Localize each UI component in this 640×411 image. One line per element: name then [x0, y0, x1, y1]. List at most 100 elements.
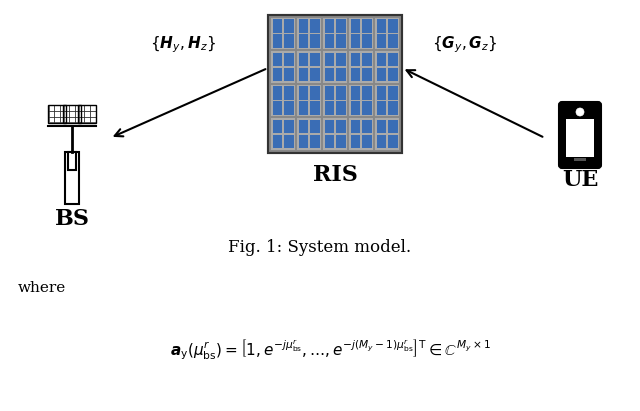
Bar — [351, 102, 360, 115]
Bar — [298, 35, 308, 48]
Bar — [268, 15, 402, 153]
Bar — [375, 85, 399, 116]
Bar — [298, 86, 308, 100]
Bar — [324, 135, 334, 148]
Bar — [349, 18, 373, 49]
Bar — [271, 118, 295, 150]
Bar — [63, 105, 81, 123]
Bar — [273, 86, 282, 100]
Bar — [574, 158, 586, 161]
Text: $\{\boldsymbol{G}_y, \boldsymbol{G}_z\}$: $\{\boldsymbol{G}_y, \boldsymbol{G}_z\}$ — [432, 35, 498, 55]
Bar — [284, 19, 294, 33]
Bar — [284, 135, 294, 148]
Bar — [60, 117, 65, 122]
Bar — [298, 135, 308, 148]
Bar — [54, 106, 60, 111]
Bar — [75, 106, 81, 111]
Bar — [336, 86, 346, 100]
Bar — [310, 53, 319, 67]
Bar — [273, 35, 282, 48]
Bar — [376, 120, 387, 134]
Bar — [323, 51, 347, 83]
Bar — [351, 35, 360, 48]
Bar — [310, 19, 319, 33]
Bar — [362, 53, 371, 67]
Bar — [336, 53, 346, 67]
Bar — [336, 102, 346, 115]
Bar — [271, 85, 295, 116]
Bar — [376, 68, 387, 81]
Bar — [284, 120, 294, 134]
Text: UE: UE — [562, 169, 598, 191]
Bar — [362, 135, 371, 148]
Bar — [49, 111, 54, 117]
Bar — [336, 35, 346, 48]
Bar — [69, 111, 75, 117]
Bar — [90, 111, 95, 117]
Bar — [68, 152, 76, 170]
Bar — [298, 53, 308, 67]
Text: Fig. 1: System model.: Fig. 1: System model. — [228, 240, 412, 256]
Bar — [273, 68, 282, 81]
Bar — [349, 51, 373, 83]
Bar — [566, 119, 594, 157]
Bar — [323, 118, 347, 150]
Bar — [376, 102, 387, 115]
Text: BS: BS — [54, 208, 90, 230]
Bar — [376, 35, 387, 48]
Bar — [324, 120, 334, 134]
Bar — [90, 106, 95, 111]
Bar — [324, 19, 334, 33]
Bar — [75, 117, 81, 122]
Bar — [63, 117, 69, 122]
Bar — [49, 106, 54, 111]
Bar — [388, 53, 397, 67]
Bar — [60, 106, 65, 111]
Bar — [375, 51, 399, 83]
Bar — [297, 85, 321, 116]
Bar — [349, 118, 373, 150]
Bar — [310, 86, 319, 100]
Circle shape — [576, 108, 584, 116]
Bar — [310, 35, 319, 48]
Bar — [268, 15, 402, 153]
Text: where: where — [18, 281, 67, 295]
Bar — [297, 118, 321, 150]
Bar — [273, 120, 282, 134]
Bar — [375, 18, 399, 49]
Bar — [323, 18, 347, 49]
Bar — [324, 35, 334, 48]
Bar — [362, 120, 371, 134]
Bar — [284, 102, 294, 115]
Text: $\boldsymbol{a}_{\mathrm{y}}(\mu_{\mathrm{bs}}^{r}) = \left[1, e^{-j\mu_{\mathrm: $\boldsymbol{a}_{\mathrm{y}}(\mu_{\mathr… — [170, 338, 490, 363]
Bar — [90, 117, 95, 122]
Bar — [48, 105, 66, 123]
Bar — [324, 86, 334, 100]
Bar — [336, 68, 346, 81]
Bar — [351, 53, 360, 67]
Bar — [63, 106, 69, 111]
Bar — [298, 102, 308, 115]
Bar — [297, 51, 321, 83]
Bar — [298, 120, 308, 134]
Bar — [310, 102, 319, 115]
Bar — [362, 35, 371, 48]
Bar — [284, 86, 294, 100]
Bar — [69, 117, 75, 122]
Bar — [49, 117, 54, 122]
Bar — [351, 120, 360, 134]
Bar — [298, 19, 308, 33]
Text: $\{\boldsymbol{H}_y, \boldsymbol{H}_z\}$: $\{\boldsymbol{H}_y, \boldsymbol{H}_z\}$ — [150, 35, 216, 55]
Bar — [273, 135, 282, 148]
Bar — [65, 152, 79, 204]
Bar — [351, 19, 360, 33]
Bar — [388, 35, 397, 48]
Bar — [351, 86, 360, 100]
Bar — [362, 102, 371, 115]
Bar — [284, 35, 294, 48]
Bar — [362, 19, 371, 33]
Bar — [388, 102, 397, 115]
Bar — [388, 19, 397, 33]
Bar — [336, 120, 346, 134]
Bar — [79, 117, 84, 122]
